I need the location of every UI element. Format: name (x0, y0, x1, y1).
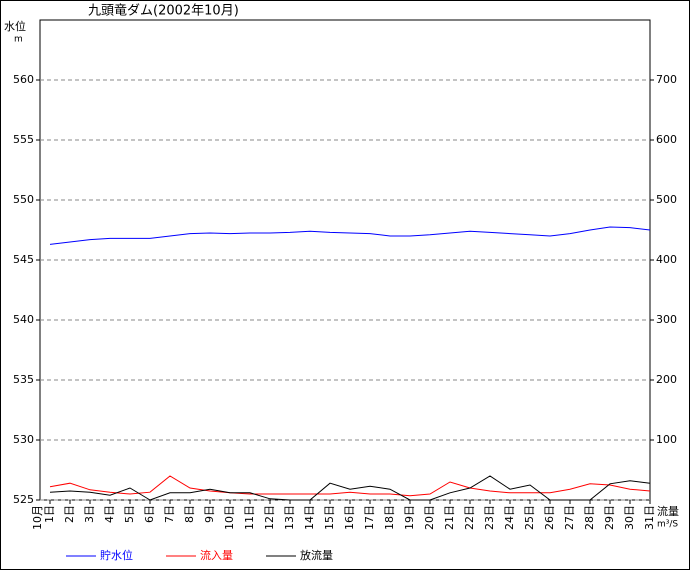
y2-tick-label: 600 (656, 133, 677, 146)
x-tick-label: 22日 (463, 505, 476, 530)
y2-tick-label: 200 (656, 373, 677, 386)
x-tick-label: 30日 (623, 505, 636, 530)
y-tick-label: 525 (13, 493, 34, 506)
x-tick-label: 8日 (183, 505, 196, 523)
x-tick-label: 7日 (163, 505, 176, 523)
x-tick-label: 25日 (523, 505, 536, 530)
x-tick-label: 20日 (423, 505, 436, 530)
x-tick-label: 17日 (363, 505, 376, 530)
x-tick-label: 21日 (443, 505, 456, 530)
x-tick-label: 2日 (63, 505, 76, 523)
y2-axis-label: 流量 (657, 504, 679, 518)
y2-tick-label: 400 (656, 253, 677, 266)
x-month-label: 10月 (31, 505, 44, 530)
y2-tick-label: 700 (656, 73, 677, 86)
y-tick-label: 560 (13, 73, 34, 86)
x-tick-label: 27日 (563, 505, 576, 530)
x-tick-label: 31日 (643, 505, 656, 530)
x-tick-label: 14日 (303, 505, 316, 530)
x-tick-label: 16日 (343, 505, 356, 530)
x-tick-label: 19日 (403, 505, 416, 530)
x-tick-label: 24日 (503, 505, 516, 530)
y-tick-label: 550 (13, 193, 34, 206)
x-tick-label: 13日 (283, 505, 296, 530)
series-line (49, 226, 651, 245)
y-tick-label: 545 (13, 253, 34, 266)
x-tick-label: 6日 (143, 505, 156, 523)
x-tick-label: 12日 (263, 505, 276, 530)
x-tick-label: 3日 (83, 505, 96, 523)
x-tick-label: 29日 (603, 505, 616, 530)
series-line (49, 475, 651, 501)
y2-tick-label: 100 (656, 433, 677, 446)
y2-axis-unit: m³/S (657, 520, 678, 530)
y-axis-unit: m (14, 35, 23, 45)
x-tick-label: 23日 (483, 505, 496, 530)
y-tick-label: 535 (13, 373, 34, 386)
series-line (49, 475, 651, 497)
y-tick-label: 540 (13, 313, 34, 326)
x-tick-label: 28日 (583, 505, 596, 530)
x-tick-label: 18日 (383, 505, 396, 530)
x-tick-label: 26日 (543, 505, 556, 530)
chart-title: 九頭竜ダム(2002年10月) (88, 4, 239, 19)
legend-label: 貯水位 (100, 548, 133, 562)
legend-label: 放流量 (300, 548, 333, 562)
y2-tick-label: 500 (656, 193, 677, 206)
x-tick-label: 11日 (243, 505, 256, 530)
x-tick-label: 4日 (103, 505, 116, 523)
x-tick-label: 10日 (223, 505, 236, 530)
x-tick-label: 5日 (123, 505, 136, 523)
y-tick-label: 530 (13, 433, 34, 446)
y2-tick-label: 300 (656, 313, 677, 326)
x-tick-label: 15日 (323, 505, 336, 530)
legend-label: 流入量 (200, 548, 233, 562)
y-axis-label: 水位 (4, 19, 26, 33)
x-tick-label: 1日 (43, 505, 56, 523)
x-tick-label: 9日 (203, 505, 216, 523)
y-tick-label: 555 (13, 133, 34, 146)
